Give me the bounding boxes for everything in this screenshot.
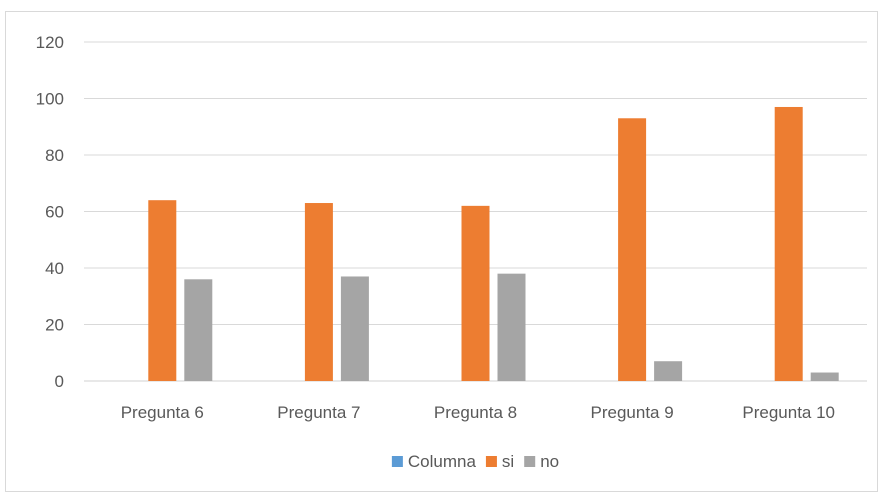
bar-no-4 — [654, 361, 683, 381]
legend-swatch-no — [524, 456, 536, 467]
x-tick-label: Pregunta 6 — [121, 403, 204, 422]
bars — [148, 106, 839, 382]
x-tick-label: Pregunta 9 — [591, 403, 674, 422]
legend-label-no: no — [540, 452, 559, 471]
bar-no-1 — [184, 279, 213, 381]
bar-si-3 — [461, 205, 490, 381]
y-axis-ticks: 0 20 40 60 80 100 120 — [36, 33, 64, 391]
y-tick-label: 60 — [45, 203, 64, 222]
legend-swatch-columna — [391, 456, 403, 467]
y-tick-label: 80 — [45, 146, 64, 165]
gridlines — [84, 41, 867, 382]
bar-no-3 — [497, 273, 526, 381]
legend-label-columna: Columna — [408, 452, 477, 471]
bar-si-1 — [148, 200, 177, 381]
legend-label-si: si — [502, 452, 514, 471]
y-tick-label: 120 — [36, 33, 64, 52]
y-tick-label: 40 — [45, 259, 64, 278]
bar-no-5 — [810, 372, 839, 381]
bar-si-2 — [304, 203, 333, 381]
legend: Columna si no — [391, 452, 559, 471]
x-tick-label: Pregunta 8 — [434, 403, 517, 422]
y-tick-label: 20 — [45, 316, 64, 335]
x-tick-label: Pregunta 7 — [277, 403, 360, 422]
y-tick-label: 0 — [55, 372, 64, 391]
bar-no-2 — [340, 276, 369, 381]
x-axis-ticks: Pregunta 6 Pregunta 7 Pregunta 8 Pregunta 9… — [121, 403, 835, 422]
x-tick-label: Pregunta 10 — [742, 403, 835, 422]
y-tick-label: 100 — [36, 90, 64, 109]
legend-swatch-si — [485, 456, 497, 467]
bar-si-4 — [618, 118, 647, 382]
bar-si-5 — [774, 106, 803, 381]
